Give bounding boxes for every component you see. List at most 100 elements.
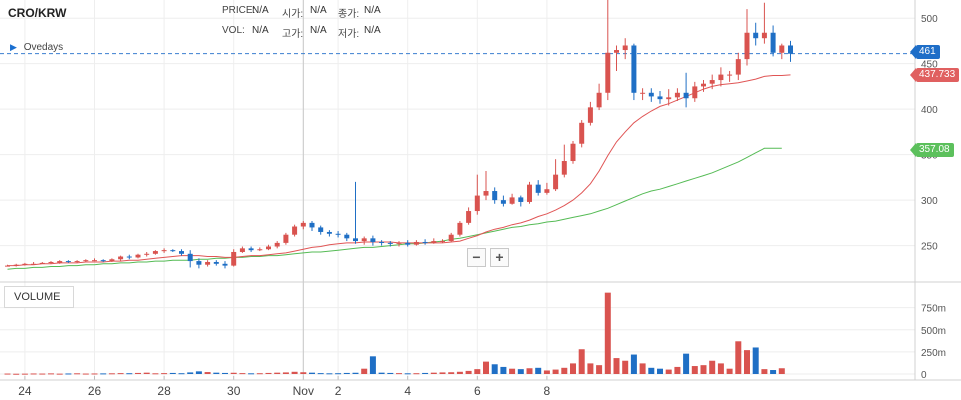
candle: [22, 262, 28, 266]
volume-bar: [195, 371, 202, 374]
candle: [666, 89, 672, 106]
price-tick-label: 450: [921, 60, 938, 71]
candle: [744, 9, 750, 66]
candle: [544, 182, 550, 195]
candle: [205, 260, 211, 267]
volume-bar: [222, 372, 228, 374]
time-tick-label: 30: [227, 384, 241, 398]
candle: [761, 2, 767, 44]
candle: [440, 239, 445, 243]
candles: [5, 0, 793, 269]
volume-bar: [135, 372, 141, 374]
volume-bar: [587, 363, 594, 374]
volume-bar: [535, 367, 542, 374]
volume-bar: [309, 372, 315, 374]
time-tick-label: 24: [18, 384, 32, 398]
volume-bar: [204, 372, 211, 374]
candle: [596, 83, 602, 111]
ohlc-info: PRICE: N/A 시가: N/A 종가: N/A VOL: N/A 고가: …: [222, 5, 394, 40]
candle: [474, 174, 480, 215]
volume-bar: [648, 367, 655, 374]
volume-bar: [761, 369, 768, 374]
volume-bar: [300, 372, 307, 374]
volume-bar: [465, 370, 472, 374]
candle: [466, 207, 472, 225]
volume-bar: [735, 341, 742, 374]
open-value: N/A: [310, 5, 327, 16]
volume-tick-label: 750m: [921, 304, 946, 315]
volume-bar: [335, 373, 342, 375]
candle: [483, 171, 489, 201]
volume-bar: [657, 368, 663, 374]
vol-value: N/A: [252, 25, 269, 36]
candle: [587, 101, 593, 126]
candle: [344, 232, 350, 242]
zoom-in-button[interactable]: +: [490, 248, 509, 267]
candle: [788, 40, 793, 62]
low-label: 저가:: [338, 29, 360, 40]
volume-bar: [161, 373, 168, 375]
candle: [492, 187, 498, 204]
price-tick-label: 500: [921, 14, 938, 25]
ma-long-line: [7, 147, 782, 270]
volume-panel-label: VOLUME: [4, 286, 74, 308]
candle: [361, 236, 367, 245]
candle: [239, 246, 245, 253]
volume-bar: [500, 366, 507, 374]
candle: [5, 264, 10, 267]
volume-bar: [169, 372, 176, 374]
open-label: 시가:: [282, 9, 304, 20]
volume-bar: [274, 372, 281, 374]
candle: [266, 244, 271, 251]
last-price-tag: 461: [910, 45, 940, 59]
play-triangle-icon: ▶: [10, 42, 17, 52]
volume-bar: [700, 365, 707, 374]
volume-bar: [178, 373, 185, 375]
volume-bar: [265, 372, 272, 374]
candle: [144, 251, 150, 257]
symbol-title: CRO/KRW: [8, 6, 67, 20]
candle: [553, 159, 559, 192]
volume-bar: [117, 373, 124, 375]
candle: [65, 260, 71, 263]
zoom-out-button[interactable]: −: [467, 248, 486, 267]
candle: [353, 181, 358, 244]
volume-bar: [230, 372, 237, 374]
volume-bar: [91, 373, 98, 375]
candle: [152, 250, 158, 255]
volume-bar: [126, 373, 133, 375]
volume-bar: [570, 363, 576, 374]
volume-bar: [352, 372, 359, 374]
candle: [187, 250, 193, 268]
volume-bar: [717, 363, 724, 374]
candle: [570, 141, 576, 164]
time-tick-label: 8: [544, 384, 551, 398]
indicator-toggle[interactable]: ▶ Ovedays: [10, 42, 63, 53]
volume-bar: [56, 373, 63, 375]
candle: [335, 231, 341, 238]
candle: [222, 261, 228, 269]
candle: [39, 261, 45, 264]
volume-bar: [39, 373, 46, 375]
volume-bar: [483, 361, 489, 374]
volume-bar: [778, 368, 785, 374]
volume-bar: [413, 373, 420, 375]
candle: [500, 195, 506, 207]
volume-bar: [630, 354, 637, 374]
candle: [509, 193, 515, 205]
candle: [535, 180, 541, 196]
volume-bar: [691, 366, 698, 374]
time-tick-label: 6: [474, 384, 481, 398]
volume-bar: [456, 371, 463, 374]
candle: [135, 253, 141, 259]
volume-bar: [639, 363, 646, 374]
candle: [718, 67, 724, 87]
volume-bar: [396, 373, 402, 375]
volume-tick-label: 250m: [921, 348, 946, 359]
grid: [0, 0, 915, 376]
candle: [92, 258, 97, 262]
volume-bar: [665, 369, 672, 374]
candle: [179, 249, 184, 256]
